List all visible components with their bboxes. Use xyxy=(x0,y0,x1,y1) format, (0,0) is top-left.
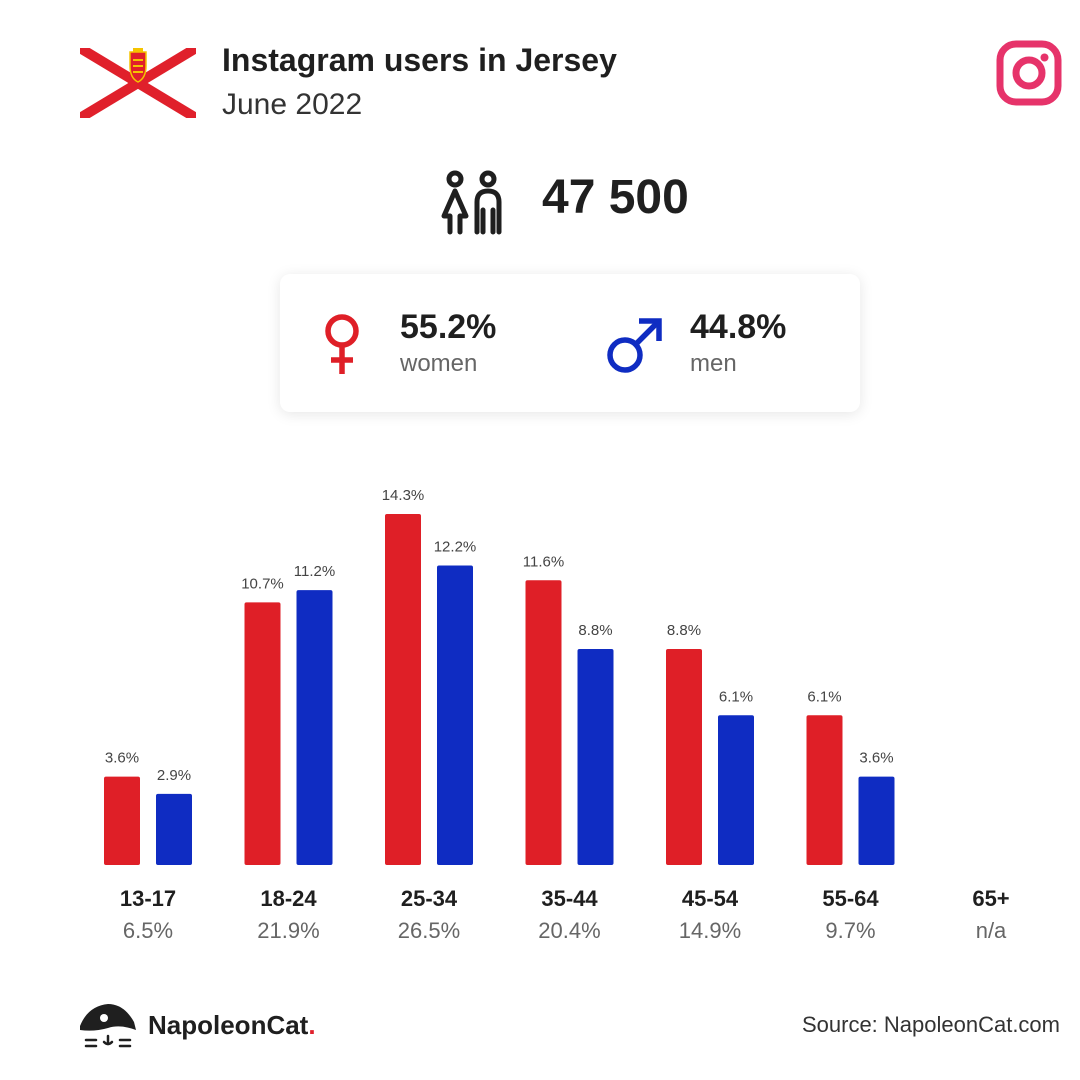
brand-name: NapoleonCat. xyxy=(148,1010,316,1041)
instagram-icon xyxy=(996,40,1062,106)
category-label-25-34: 25-34 xyxy=(401,886,458,911)
data-label-men-35-44: 8.8% xyxy=(578,622,612,639)
bar-women-35-44 xyxy=(525,580,562,865)
users-icon xyxy=(441,170,502,235)
data-label-men-25-34: 12.2% xyxy=(434,539,477,556)
data-label-men-45-54: 6.1% xyxy=(719,688,753,705)
category-total-55-64: 9.7% xyxy=(825,918,875,943)
data-label-men-18-24: 11.2% xyxy=(294,563,335,580)
bar-women-18-24 xyxy=(244,602,281,865)
women-label: women xyxy=(400,350,478,377)
page-title: Instagram users in Jersey xyxy=(222,42,617,78)
category-total-18-24: 21.9% xyxy=(257,918,319,943)
category-label-65+: 65+ xyxy=(972,886,1009,911)
bar-men-35-44 xyxy=(577,649,614,865)
bar-women-25-34 xyxy=(385,514,421,865)
bar-men-18-24 xyxy=(296,590,333,865)
age-gender-bar-chart: 3.6% 2.9% 13-17 6.5% 10.7% 11.2% 18-24 21.9% 14.… xyxy=(104,487,1010,943)
napoleoncat-logo-icon xyxy=(80,1004,136,1048)
category-label-18-24: 18-24 xyxy=(260,886,317,911)
data-label-women-13-17: 3.6% xyxy=(105,750,139,767)
data-label-women-18-24: 10.7% xyxy=(241,575,284,592)
category-total-65+: n/a xyxy=(976,918,1007,943)
gender-card: 55.2% women 44.8% men xyxy=(280,274,860,412)
men-percentage: 44.8% xyxy=(690,308,787,346)
brand-name-text: NapoleonCat xyxy=(148,1010,309,1040)
data-label-women-45-54: 8.8% xyxy=(667,622,701,639)
male-symbol-icon xyxy=(607,318,662,373)
jersey-flag-icon xyxy=(80,48,196,118)
bar-men-13-17 xyxy=(156,793,192,865)
men-label: men xyxy=(690,350,737,377)
category-label-55-64: 55-64 xyxy=(822,886,879,911)
women-percentage: 55.2% xyxy=(400,308,497,346)
brand-dot: . xyxy=(308,1010,316,1040)
bar-men-25-34 xyxy=(437,565,473,865)
bar-women-55-64 xyxy=(806,715,843,865)
source-text: Source: NapoleonCat.com xyxy=(801,1012,1060,1037)
total-users: 47 500 xyxy=(542,171,689,224)
page-subtitle: June 2022 xyxy=(222,88,363,121)
category-total-45-54: 14.9% xyxy=(679,918,741,943)
bar-women-13-17 xyxy=(104,776,140,865)
data-label-men-55-64: 3.6% xyxy=(859,750,893,767)
category-label-45-54: 45-54 xyxy=(682,886,739,911)
data-label-women-35-44: 11.6% xyxy=(523,553,564,570)
data-label-women-25-34: 14.3% xyxy=(382,487,425,504)
category-total-25-34: 26.5% xyxy=(398,918,460,943)
category-total-13-17: 6.5% xyxy=(123,918,173,943)
category-total-35-44: 20.4% xyxy=(538,918,600,943)
data-label-men-13-17: 2.9% xyxy=(157,767,191,784)
category-label-13-17: 13-17 xyxy=(120,886,176,911)
data-label-women-55-64: 6.1% xyxy=(807,688,841,705)
bar-men-45-54 xyxy=(718,715,754,865)
female-symbol-icon xyxy=(325,314,359,374)
bar-women-45-54 xyxy=(666,649,702,865)
bar-men-55-64 xyxy=(858,776,895,865)
category-label-35-44: 35-44 xyxy=(541,886,598,911)
